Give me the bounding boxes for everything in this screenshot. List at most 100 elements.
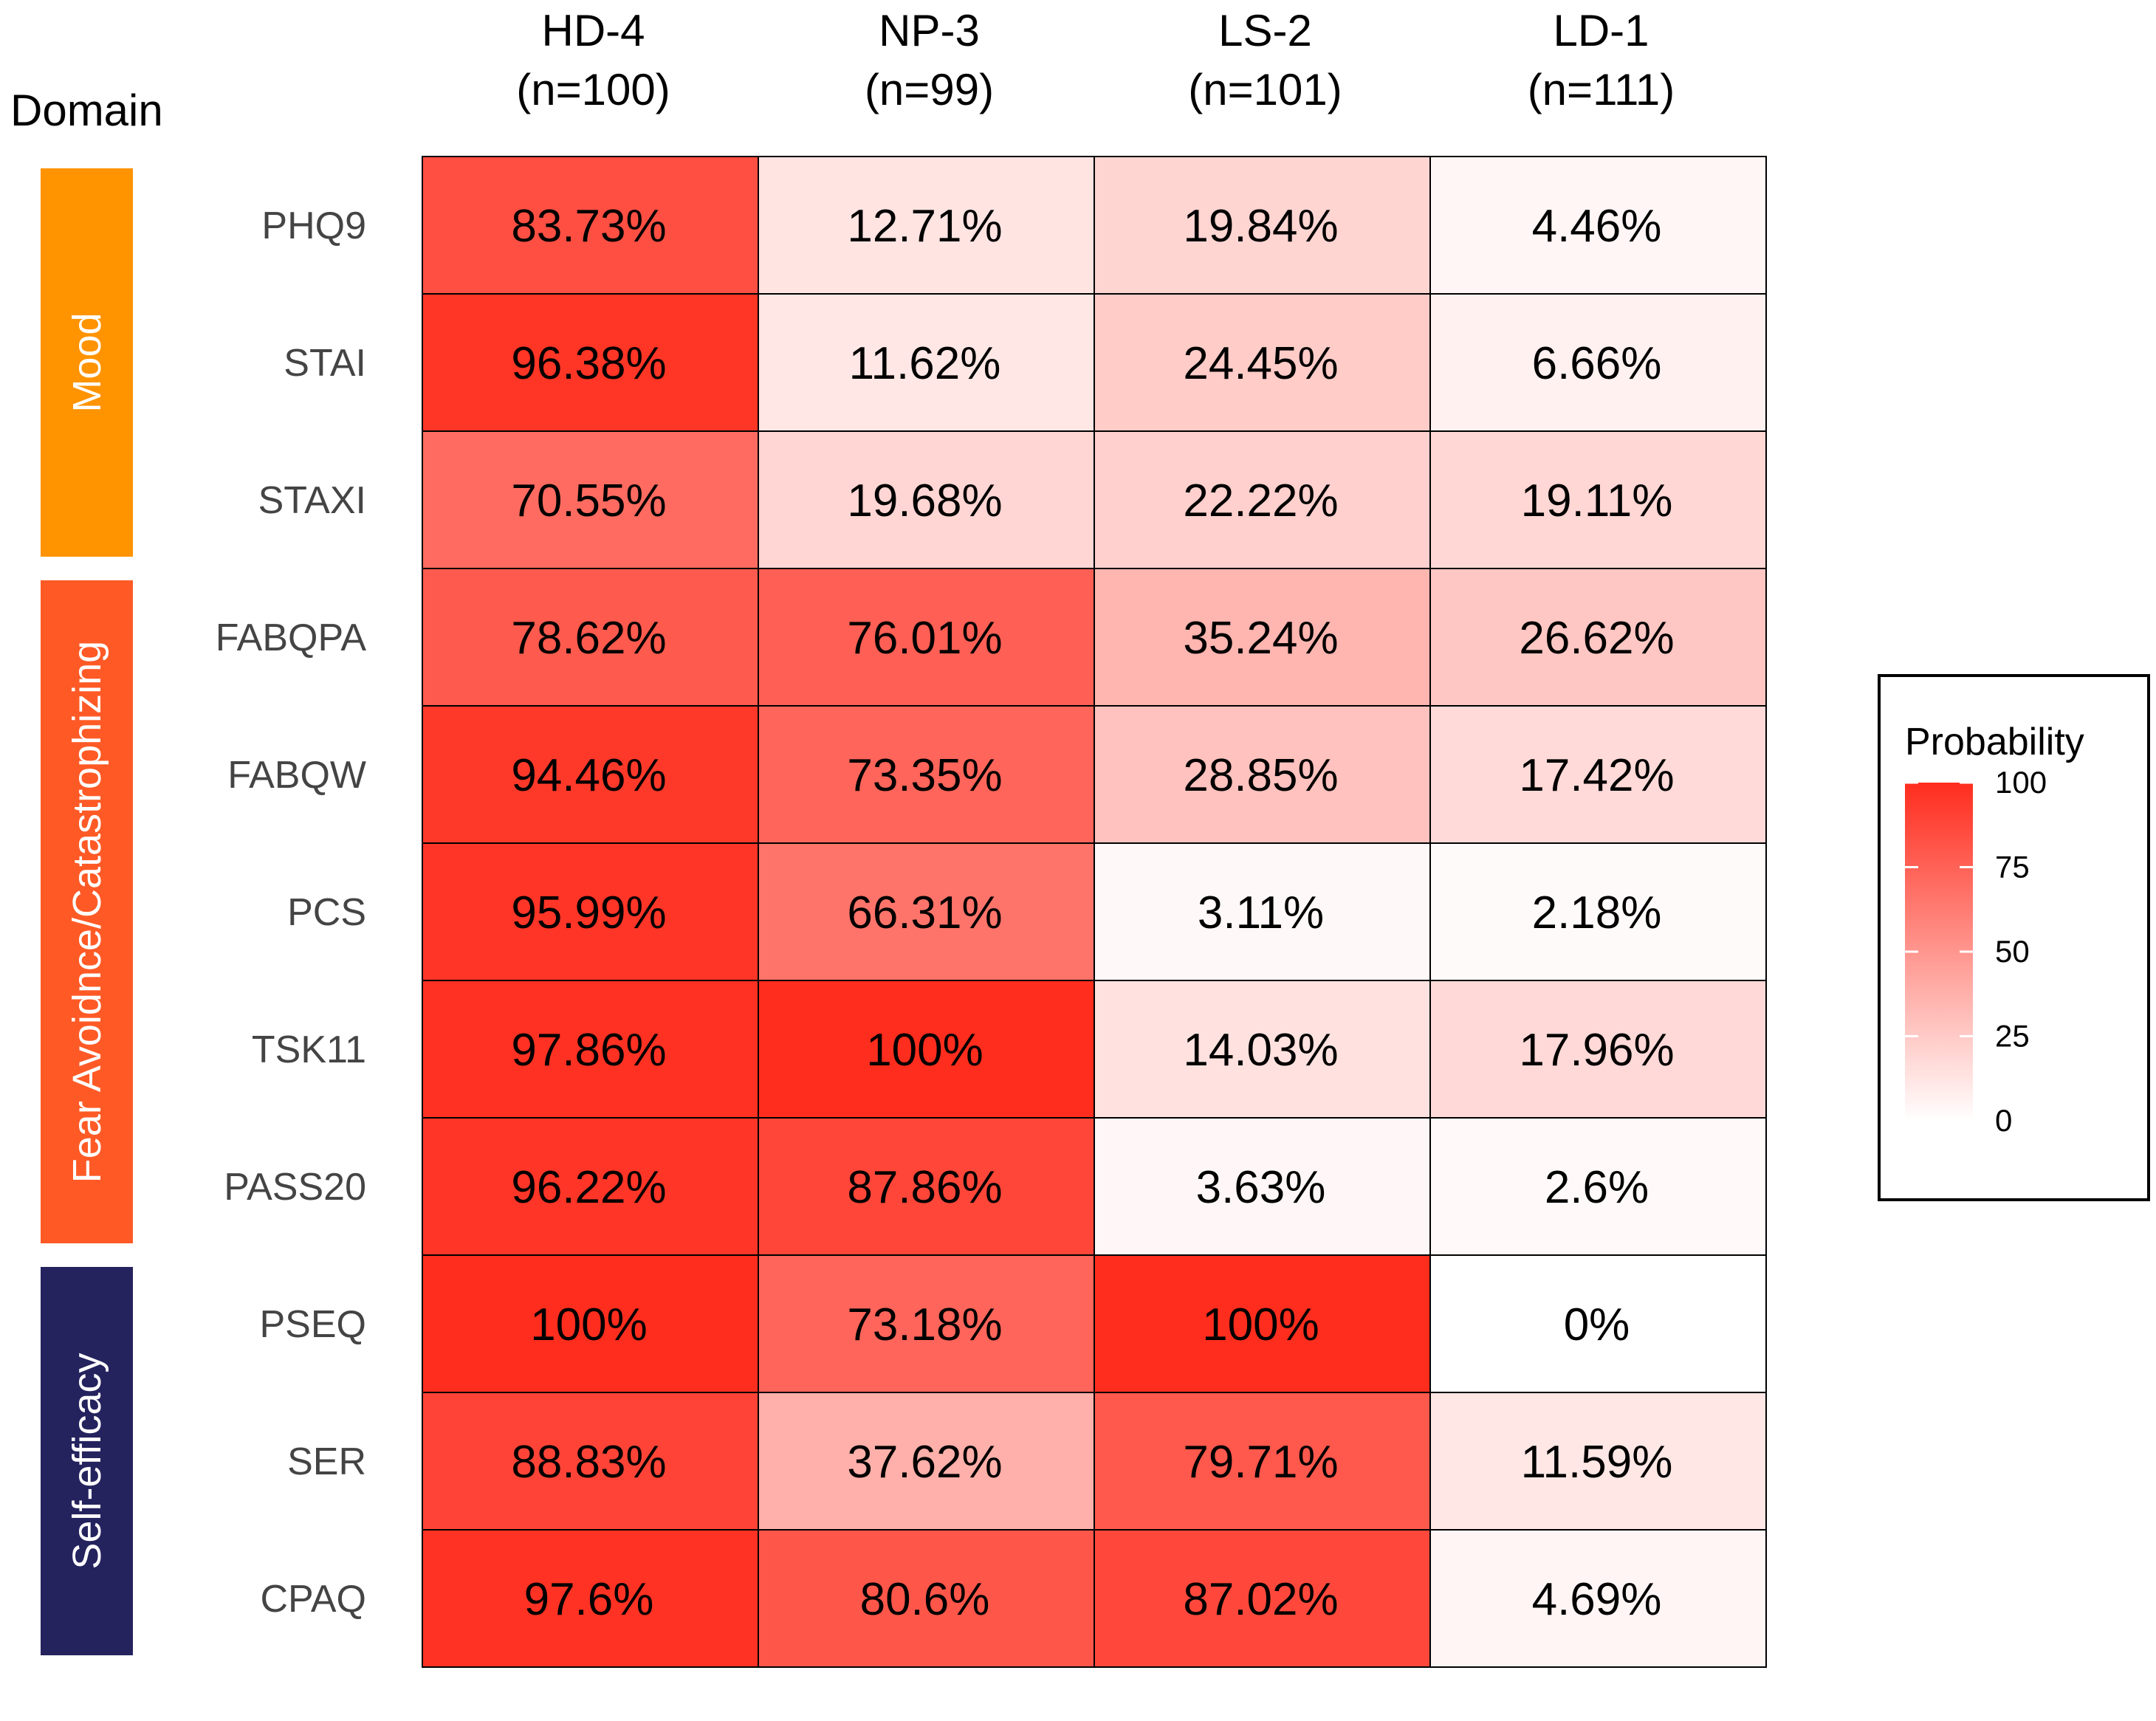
cell-value-label: 100% bbox=[530, 1299, 648, 1350]
row-label: CPAQ bbox=[260, 1578, 366, 1621]
heatmap-cell bbox=[758, 430, 1095, 569]
cell-value-label: 100% bbox=[1202, 1299, 1319, 1350]
legend: Probability 100 75 50 25 0 bbox=[1878, 674, 2150, 1201]
heatmap-cell bbox=[758, 293, 1095, 432]
heatmap-cell bbox=[1429, 705, 1767, 844]
cell-value-label: 3.63% bbox=[1196, 1162, 1326, 1213]
heatmap-cell-labels: 83.73% 12.71% 19.84% 4.46% 96.38% 11.62% 24.45… bbox=[511, 201, 1674, 1625]
row-label: TSK11 bbox=[252, 1028, 366, 1071]
column-header-name: HD-4 bbox=[541, 6, 645, 55]
cell-value-label: 66.31% bbox=[847, 887, 1002, 938]
heatmap-cell bbox=[1094, 568, 1431, 707]
column-header-n: (n=100) bbox=[516, 65, 670, 114]
heatmap-cell bbox=[1429, 568, 1767, 707]
domain-bar bbox=[41, 168, 133, 557]
cell-value-label: 19.68% bbox=[847, 475, 1002, 526]
cell-value-label: 26.62% bbox=[1519, 613, 1674, 664]
cell-value-label: 19.11% bbox=[1521, 475, 1673, 526]
cell-value-label: 4.69% bbox=[1532, 1574, 1662, 1625]
row-label: FABQW bbox=[227, 754, 366, 797]
heatmap-cell bbox=[1094, 705, 1431, 844]
heatmap-cell bbox=[1094, 1117, 1431, 1256]
cell-value-label: 80.6% bbox=[860, 1574, 990, 1625]
heatmap-cell bbox=[1429, 1392, 1767, 1531]
cell-value-label: 87.86% bbox=[847, 1162, 1002, 1213]
legend-title: Probability bbox=[1905, 721, 2084, 763]
cell-value-label: 97.86% bbox=[511, 1025, 666, 1076]
cell-value-label: 17.42% bbox=[1519, 750, 1674, 801]
row-label: PASS20 bbox=[224, 1166, 366, 1209]
cell-value-label: 17.96% bbox=[1519, 1025, 1674, 1076]
domain-bars: Mood Fear Avoidnce/Catastrophizing Self-ef… bbox=[41, 168, 133, 1655]
legend-tick-label: 75 bbox=[1995, 850, 2030, 884]
domain-bar bbox=[41, 580, 133, 1243]
row-label: STAI bbox=[284, 342, 366, 385]
heatmap-cell bbox=[758, 568, 1095, 707]
cell-value-label: 88.83% bbox=[511, 1437, 666, 1488]
heatmap-cell bbox=[1429, 293, 1767, 432]
heatmap-cell bbox=[758, 1254, 1095, 1393]
legend-tick-label: 50 bbox=[1995, 934, 2030, 969]
legend-ticks: 100 75 50 25 0 bbox=[1905, 765, 2047, 1138]
domain-label: Self-efficacy bbox=[65, 1353, 109, 1569]
cell-value-label: 4.46% bbox=[1532, 201, 1662, 252]
cell-value-label: 19.84% bbox=[1183, 201, 1338, 252]
cell-value-label: 70.55% bbox=[511, 475, 666, 526]
cell-value-label: 3.11% bbox=[1198, 887, 1324, 938]
legend-tick-label: 0 bbox=[1995, 1103, 2012, 1138]
heatmap-cell bbox=[422, 842, 759, 981]
heatmap-cell bbox=[1429, 1117, 1767, 1256]
heatmap-cell bbox=[422, 705, 759, 844]
cell-value-label: 73.18% bbox=[847, 1299, 1002, 1350]
column-header-name: LD-1 bbox=[1553, 6, 1649, 55]
heatmap-cell bbox=[758, 842, 1095, 981]
column-header-n: (n=99) bbox=[865, 65, 994, 114]
legend-tick-label: 100 bbox=[1995, 765, 2047, 800]
domain-bar bbox=[41, 1267, 133, 1655]
column-header-n: (n=101) bbox=[1188, 65, 1342, 114]
cell-value-label: 2.6% bbox=[1545, 1162, 1649, 1213]
cell-value-label: 97.6% bbox=[524, 1574, 654, 1625]
cell-value-label: 78.62% bbox=[511, 613, 666, 664]
heatmap-cell bbox=[1429, 980, 1767, 1119]
legend-tick-label: 25 bbox=[1995, 1019, 2030, 1054]
cell-value-label: 35.24% bbox=[1183, 613, 1338, 664]
heatmap-cells bbox=[422, 156, 1767, 1668]
heatmap-cell bbox=[1094, 980, 1431, 1119]
cell-value-label: 76.01% bbox=[847, 613, 1002, 664]
row-label: SER bbox=[287, 1440, 366, 1483]
cell-value-label: 11.59% bbox=[1521, 1437, 1673, 1488]
cell-value-label: 73.35% bbox=[847, 750, 1002, 801]
cell-value-label: 96.38% bbox=[511, 338, 666, 389]
cell-value-label: 95.99% bbox=[511, 887, 666, 938]
heatmap-cell bbox=[1429, 842, 1767, 981]
cell-value-label: 14.03% bbox=[1183, 1025, 1338, 1076]
cell-value-label: 22.22% bbox=[1183, 475, 1338, 526]
heatmap-cell bbox=[1094, 1254, 1431, 1393]
heatmap-cell bbox=[1094, 1529, 1431, 1668]
heatmap-cell bbox=[422, 1254, 759, 1393]
cell-value-label: 6.66% bbox=[1532, 338, 1662, 389]
cell-value-label: 79.71% bbox=[1183, 1437, 1338, 1488]
cell-value-label: 37.62% bbox=[847, 1437, 1002, 1488]
row-labels: PHQ9 STAI STAXI FABQPA FABQW PCS TSK11 PASS20 PS… bbox=[216, 205, 367, 1621]
row-label: PCS bbox=[287, 891, 366, 934]
heatmap-cell bbox=[422, 430, 759, 569]
heatmap-cell bbox=[758, 705, 1095, 844]
cell-value-label: 24.45% bbox=[1183, 338, 1338, 389]
cell-value-label: 2.18% bbox=[1532, 887, 1662, 938]
heatmap-cell bbox=[758, 1392, 1095, 1531]
cell-value-label: 83.73% bbox=[511, 201, 666, 252]
heatmap-cell bbox=[758, 980, 1095, 1119]
cell-value-label: 94.46% bbox=[511, 750, 666, 801]
column-header-n: (n=111) bbox=[1528, 65, 1675, 114]
heatmap-cell bbox=[422, 1117, 759, 1256]
heatmap-cell bbox=[758, 1529, 1095, 1668]
heatmap-cell bbox=[1094, 293, 1431, 432]
column-header-name: NP-3 bbox=[879, 6, 980, 55]
heatmap-cell bbox=[1429, 430, 1767, 569]
heatmap-cell bbox=[1094, 430, 1431, 569]
heatmap-cell bbox=[422, 568, 759, 707]
cell-value-label: 0% bbox=[1564, 1299, 1630, 1350]
